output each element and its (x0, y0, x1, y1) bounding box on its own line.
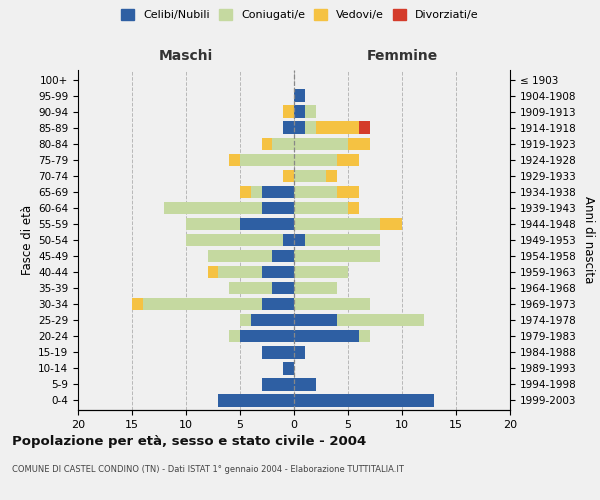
Bar (262, 138, 272, 150)
Bar (294, 250, 380, 262)
Bar (208, 266, 218, 278)
Bar (326, 170, 337, 182)
Bar (164, 202, 262, 214)
Bar (262, 186, 294, 198)
Text: Maschi: Maschi (159, 49, 213, 63)
Bar (337, 186, 359, 198)
Bar (262, 202, 294, 214)
Bar (132, 298, 143, 310)
Bar (262, 346, 294, 358)
Bar (294, 218, 380, 230)
Bar (294, 394, 434, 406)
Bar (294, 314, 337, 326)
Text: COMUNE DI CASTEL CONDINO (TN) - Dati ISTAT 1° gennaio 2004 - Elaborazione TUTTIT: COMUNE DI CASTEL CONDINO (TN) - Dati IST… (12, 465, 404, 474)
Bar (294, 154, 337, 166)
Bar (294, 298, 370, 310)
Bar (262, 266, 294, 278)
Bar (240, 154, 294, 166)
Bar (283, 234, 294, 246)
Bar (229, 330, 240, 342)
Bar (380, 218, 402, 230)
Bar (272, 138, 294, 150)
Bar (218, 394, 294, 406)
Bar (229, 282, 272, 294)
Bar (240, 186, 251, 198)
Text: Popolazione per età, sesso e stato civile - 2004: Popolazione per età, sesso e stato civil… (12, 435, 366, 448)
Bar (186, 218, 240, 230)
Bar (337, 314, 424, 326)
Y-axis label: Anni di nascita: Anni di nascita (582, 196, 595, 284)
Bar (294, 122, 305, 134)
Bar (294, 378, 316, 390)
Bar (294, 90, 305, 102)
Text: Femmine: Femmine (367, 49, 437, 63)
Bar (294, 106, 305, 118)
Bar (294, 138, 348, 150)
Bar (294, 234, 305, 246)
Bar (294, 170, 326, 182)
Bar (316, 122, 359, 134)
Bar (218, 266, 262, 278)
Bar (359, 330, 370, 342)
Bar (294, 282, 337, 294)
Bar (240, 218, 294, 230)
Bar (143, 298, 262, 310)
Bar (294, 202, 348, 214)
Bar (283, 362, 294, 374)
Bar (240, 314, 251, 326)
Bar (305, 122, 316, 134)
Bar (186, 234, 283, 246)
Bar (337, 154, 359, 166)
Bar (294, 346, 305, 358)
Legend: Celibi/Nubili, Coniugati/e, Vedovi/e, Divorziati/e: Celibi/Nubili, Coniugati/e, Vedovi/e, Di… (118, 6, 482, 24)
Bar (272, 282, 294, 294)
Bar (348, 138, 370, 150)
Bar (251, 314, 294, 326)
Bar (208, 250, 272, 262)
Bar (283, 170, 294, 182)
Bar (305, 234, 380, 246)
Bar (283, 122, 294, 134)
Bar (359, 122, 370, 134)
Bar (251, 186, 262, 198)
Bar (294, 186, 337, 198)
Bar (240, 330, 294, 342)
Bar (294, 266, 348, 278)
Bar (305, 106, 316, 118)
Bar (272, 250, 294, 262)
Bar (229, 154, 240, 166)
Bar (294, 330, 359, 342)
Bar (262, 378, 294, 390)
Y-axis label: Fasce di età: Fasce di età (21, 205, 34, 275)
Bar (262, 298, 294, 310)
Bar (348, 202, 359, 214)
Bar (283, 106, 294, 118)
